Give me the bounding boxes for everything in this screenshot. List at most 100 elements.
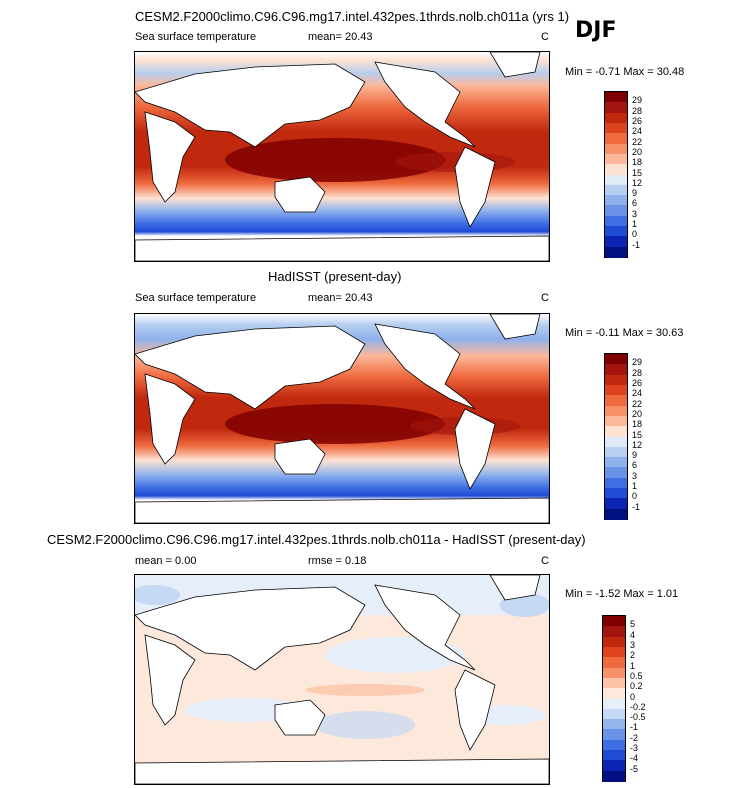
panel2-map (134, 313, 550, 524)
colorbar-swatch (603, 677, 625, 689)
panel3-continents (135, 575, 549, 784)
colorbar-tick-label: 22 (632, 398, 643, 409)
colorbar-tick-label: 20 (632, 146, 643, 157)
panel1-units: C (541, 31, 549, 43)
colorbar-swatch (603, 770, 625, 782)
colorbar-swatch (603, 750, 625, 761)
colorbar-swatch (605, 246, 627, 258)
colorbar-tick-label: -2 (630, 732, 639, 743)
colorbar-tick-label: -5 (630, 763, 639, 774)
colorbar-swatch (605, 153, 627, 165)
colorbar-swatch (603, 739, 625, 751)
colorbar-tick-label: 15 (632, 429, 643, 440)
panel3-rmse: rmse = 0.18 (308, 555, 367, 567)
colorbar-swatch (603, 616, 625, 627)
panel3-minmax: Min = -1.52 Max = 1.01 (565, 588, 679, 600)
colorbar-swatch (605, 92, 627, 103)
panel1-minmax: Min = -0.71 Max = 30.48 (565, 66, 685, 78)
colorbar-tick-label: 0.2 (630, 681, 643, 692)
colorbar-tick-label: -1 (630, 722, 639, 733)
colorbar-swatch (605, 133, 627, 145)
colorbar-tick-label: 0 (632, 491, 638, 502)
panel1-map (134, 51, 550, 262)
colorbar-swatch (605, 477, 627, 489)
colorbar-tick-label: 9 (632, 450, 638, 461)
colorbar-tick-label: -4 (630, 753, 639, 764)
colorbar-swatch (605, 488, 627, 499)
colorbar-swatch (605, 122, 627, 134)
panel2-map-canvas (135, 314, 549, 523)
colorbar-swatch (605, 205, 627, 217)
colorbar-swatch (603, 698, 625, 710)
panel2-title: HadISST (present-day) (268, 269, 402, 284)
colorbar-tick-label: 6 (632, 460, 638, 471)
colorbar-tick-label: 3 (632, 470, 638, 481)
colorbar-swatch (605, 467, 627, 479)
colorbar-tick-label: 6 (632, 198, 638, 209)
colorbar-tick-label: -0.5 (630, 712, 646, 723)
colorbar-swatch (603, 646, 625, 658)
season-label: DJF (575, 18, 617, 43)
panel2-continents (135, 314, 549, 523)
colorbar-tick-label: -0.2 (630, 701, 646, 712)
colorbar-tick-label: 20 (632, 408, 643, 419)
colorbar-tick-label: 1 (632, 481, 638, 492)
colorbar-tick-label: 3 (630, 639, 636, 650)
colorbar-swatch (605, 395, 627, 407)
panel3-units: C (541, 555, 549, 567)
panel3-map-canvas (135, 575, 549, 784)
panel3-map (134, 574, 550, 785)
panel1-colorbar (604, 91, 628, 258)
colorbar-tick-label: 5 (630, 619, 636, 630)
colorbar-tick-label: 4 (630, 629, 636, 640)
colorbar-swatch (605, 354, 627, 365)
colorbar-swatch (605, 164, 627, 175)
colorbar-swatch (605, 498, 627, 510)
colorbar-swatch (605, 174, 627, 186)
colorbar-tick-label: 12 (632, 177, 643, 188)
panel2-variable-label: Sea surface temperature (135, 292, 257, 304)
colorbar-swatch (603, 729, 625, 741)
colorbar-tick-label: 28 (632, 367, 643, 378)
colorbar-swatch (605, 415, 627, 427)
colorbar-swatch (603, 667, 625, 679)
colorbar-swatch (605, 143, 627, 155)
colorbar-tick-label: 29 (632, 357, 643, 368)
panel1-continents (135, 52, 549, 261)
panel2-colorbar (604, 353, 628, 520)
colorbar-swatch (605, 184, 627, 196)
colorbar-swatch (603, 688, 625, 699)
colorbar-swatch (603, 719, 625, 730)
colorbar-swatch (603, 636, 625, 648)
colorbar-tick-label: 24 (632, 126, 643, 137)
panel1-mean: mean= 20.43 (308, 31, 373, 43)
panel1-variable-label: Sea surface temperature (135, 31, 257, 43)
colorbar-tick-label: 3 (632, 208, 638, 219)
colorbar-tick-label: 0 (632, 229, 638, 240)
panel2-minmax: Min = -0.11 Max = 30.63 (565, 327, 684, 339)
colorbar-swatch (605, 195, 627, 206)
colorbar-tick-label: 24 (632, 388, 643, 399)
colorbar-tick-label: 12 (632, 439, 643, 450)
colorbar-tick-label: 26 (632, 377, 643, 388)
colorbar-swatch (605, 446, 627, 458)
colorbar-swatch (605, 384, 627, 396)
panel1-title: CESM2.F2000climo.C96.C96.mg17.intel.432p… (135, 9, 570, 24)
colorbar-tick-label: -1 (632, 501, 641, 512)
colorbar-tick-label: 28 (632, 105, 643, 116)
colorbar-swatch (605, 102, 627, 114)
colorbar-swatch (603, 708, 625, 720)
colorbar-swatch (605, 508, 627, 520)
colorbar-swatch (605, 436, 627, 448)
colorbar-tick-label: 0 (630, 691, 636, 702)
colorbar-swatch (603, 760, 625, 772)
colorbar-swatch (603, 657, 625, 669)
panel3-mean: mean = 0.00 (135, 555, 197, 567)
colorbar-tick-label: 0.5 (630, 670, 643, 681)
colorbar-swatch (605, 457, 627, 468)
colorbar-tick-label: 1 (632, 219, 638, 230)
colorbar-swatch (605, 236, 627, 248)
colorbar-tick-label: 18 (632, 419, 643, 430)
colorbar-swatch (605, 226, 627, 237)
colorbar-tick-label: 26 (632, 115, 643, 126)
